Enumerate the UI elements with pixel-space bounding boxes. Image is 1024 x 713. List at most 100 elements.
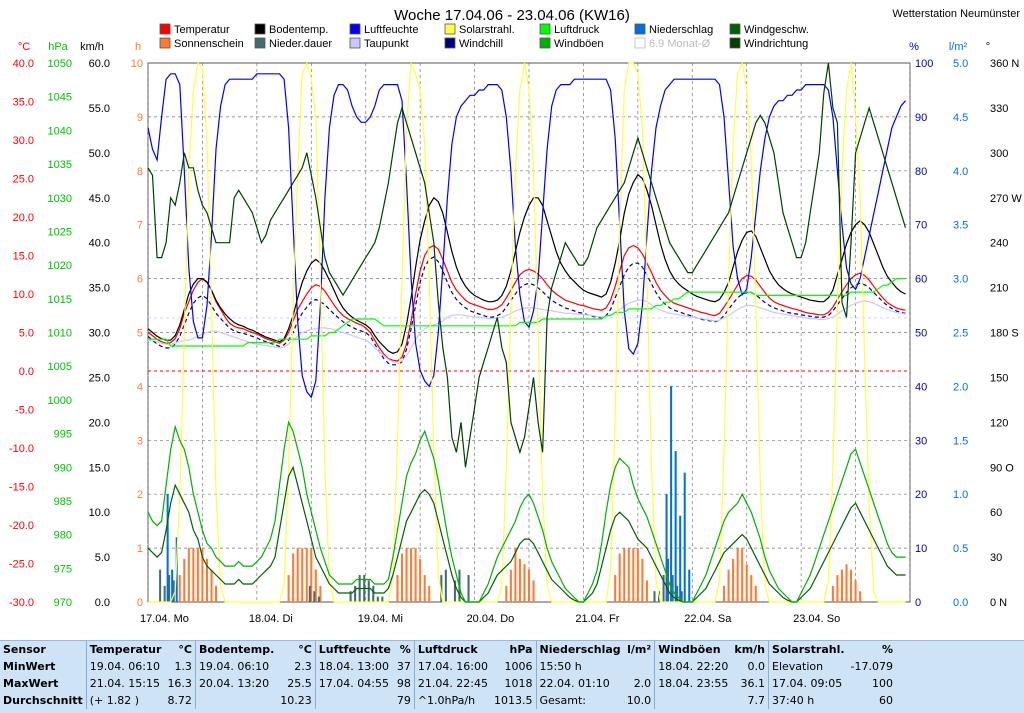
- tick-label-sun: 10: [131, 58, 143, 70]
- tick-label-temp: -10.0: [9, 443, 34, 455]
- legend-label: Temperatur: [174, 24, 230, 36]
- tick-label-dir: 60: [990, 507, 1002, 519]
- stats-cell-time: [194, 692, 278, 709]
- axis-unit-rain: l/m²: [949, 41, 968, 53]
- bar-sonnenschein: [745, 564, 748, 602]
- tick-label-wind: 50.0: [89, 148, 110, 160]
- stats-cell-time: 22.04. 01:10: [535, 675, 624, 692]
- bar-niederdauer: [453, 580, 456, 602]
- stats-header-title: Solarstrahl.: [768, 641, 848, 658]
- tick-label-pressure: 1000: [48, 395, 72, 407]
- tick-label-temp: 35.0: [13, 97, 34, 109]
- legend-swatch: [349, 37, 361, 49]
- tick-label-wind: 55.0: [89, 103, 110, 115]
- series-line-solarstrahl: [148, 60, 906, 603]
- stats-header-title: Sensor: [3, 643, 46, 656]
- tick-label-wind: 45.0: [89, 193, 110, 205]
- x-tick-label: 21.04. Fr: [575, 613, 619, 625]
- x-tick-label: 18.04. Di: [249, 613, 293, 625]
- bar-sonnenschein: [636, 548, 639, 602]
- stats-row: MaxWert 21.04. 15:15 16.3 20.04. 13:20 25.5 1…: [0, 675, 896, 692]
- bar-sonnenschein: [505, 585, 508, 602]
- tick-label-temp: -20.0: [9, 520, 34, 532]
- stats-header-unit: l/m²: [627, 643, 652, 656]
- bar-sonnenschein: [183, 558, 186, 602]
- legend-label: Luftdruck: [554, 24, 600, 36]
- tick-label-rain: 0.0: [953, 597, 968, 609]
- bar-sonnenschein: [845, 564, 848, 602]
- bar-niederdauer: [680, 591, 683, 602]
- bar-sonnenschein: [187, 548, 190, 602]
- stats-header-title: Bodentemp.: [194, 641, 278, 658]
- legend-swatch: [159, 23, 171, 35]
- tick-label-dir: 120: [990, 417, 1008, 429]
- tick-label-sun: 6: [137, 274, 143, 286]
- bar-niederdauer: [313, 591, 316, 602]
- legend-swatch: [539, 37, 551, 49]
- stats-cell-time: 18.04. 23:55: [654, 675, 732, 692]
- bar-niederdauer: [367, 580, 370, 602]
- legend-swatch: [539, 23, 551, 35]
- legend-swatch: [254, 37, 266, 49]
- bar-sonnenschein: [618, 553, 621, 602]
- bar-sonnenschein: [287, 575, 290, 602]
- bar-niederdauer: [653, 591, 656, 602]
- tick-label-pressure: 1005: [48, 361, 72, 373]
- stats-header-unit: °C: [298, 643, 312, 656]
- stats-cell-value: 36.1: [740, 677, 766, 690]
- tick-label-sun: 4: [137, 381, 143, 393]
- bar-sonnenschein: [396, 575, 399, 602]
- legend-label: Bodentemp.: [269, 24, 328, 36]
- stats-cell-time: 17.04. 09:05: [768, 675, 848, 692]
- tick-label-rain: 3.5: [953, 220, 968, 232]
- tick-label-humidity: 100: [915, 58, 933, 70]
- stats-row-label: MaxWert: [3, 677, 59, 690]
- stats-cell-time: 19.04. 06:10: [194, 658, 278, 675]
- bar-niederdauer: [381, 596, 384, 602]
- x-tick-label: 17.04. Mo: [140, 613, 189, 625]
- stats-cell-time: 15:50 h: [535, 658, 624, 675]
- stats-cell-time: 17.04. 04:55: [314, 675, 394, 692]
- tick-label-dir: 360 N: [990, 58, 1019, 70]
- legend-swatch: [444, 23, 456, 35]
- tick-label-temp: 20.0: [13, 212, 34, 224]
- series-line-windben: [147, 420, 906, 603]
- stats-cell-time: 37:40 h: [768, 692, 848, 709]
- series-line-luftdruck: [148, 278, 906, 347]
- tick-label-pressure: 975: [54, 563, 72, 575]
- tick-label-wind: 35.0: [89, 283, 110, 295]
- bar-niederdauer: [308, 585, 311, 602]
- tick-label-temp: -30.0: [9, 597, 34, 609]
- tick-label-pressure: 1045: [48, 92, 72, 104]
- legend-label: Windböen: [554, 38, 604, 50]
- axis-unit-humidity: %: [909, 41, 919, 53]
- bar-niederschlag: [665, 494, 668, 602]
- stats-cell-value: 2.0: [633, 677, 652, 690]
- tick-label-sun: 2: [137, 489, 143, 501]
- series-line-bodentemp: [147, 173, 906, 354]
- bar-niederdauer: [317, 596, 320, 602]
- bar-sonnenschein: [850, 569, 853, 602]
- bar-sonnenschein: [518, 558, 521, 602]
- bar-niederschlag: [674, 451, 677, 602]
- legend-label: Nieder.dauer: [269, 38, 332, 50]
- tick-label-rain: 3.0: [953, 274, 968, 286]
- stats-cell-time: [314, 692, 394, 709]
- bar-niederdauer: [444, 569, 447, 602]
- tick-label-temp: 5.0: [19, 328, 34, 340]
- bar-niederdauer: [163, 585, 166, 602]
- tick-label-humidity: 90: [915, 112, 927, 124]
- bar-sonnenschein: [859, 591, 862, 602]
- tick-label-rain: 5.0: [953, 58, 968, 70]
- stats-header-title: Windböen: [654, 641, 732, 658]
- series-line-luftfeuchte: [147, 73, 906, 399]
- bar-sonnenschein: [296, 548, 299, 602]
- axis-unit-wind: km/h: [80, 41, 104, 53]
- tick-label-rain: 0.5: [953, 543, 968, 555]
- statistics-table: Sensor Temperatur °C Bodentemp. °C Luftfeucht…: [0, 641, 896, 709]
- axis-labels: °C40.035.030.025.020.015.010.05.00.0-5.0…: [9, 41, 1022, 609]
- stats-cell-value: 100: [872, 677, 894, 690]
- tick-label-dir: 330: [990, 103, 1008, 115]
- stats-header-unit: %: [399, 643, 411, 656]
- tick-label-pressure: 1030: [48, 193, 72, 205]
